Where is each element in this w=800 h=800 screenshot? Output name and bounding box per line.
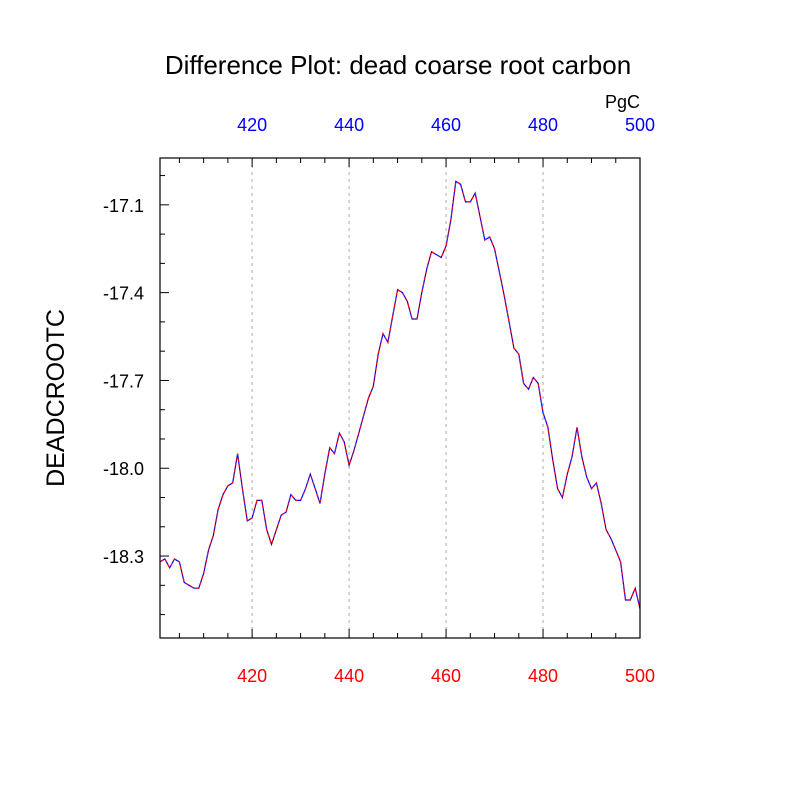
x-tick-label-top: 460 — [431, 115, 461, 135]
x-tick-label-top: 420 — [237, 115, 267, 135]
y-axis-title: DEADCROOTC — [42, 309, 70, 487]
x-tick-label-bottom: 480 — [528, 666, 558, 686]
axis-ticks — [160, 158, 617, 638]
units-label: PgC — [605, 92, 640, 112]
chart-title: Difference Plot: dead coarse root carbon — [165, 50, 631, 80]
x-tick-label-bottom: 420 — [237, 666, 267, 686]
series-line-b — [159, 180, 641, 609]
y-tick-label: -18.0 — [103, 459, 144, 479]
y-tick-label: -17.4 — [103, 284, 144, 304]
grid-lines — [251, 158, 544, 638]
y-tick-label: -17.1 — [103, 196, 144, 216]
x-tick-label-top: 440 — [334, 115, 364, 135]
tick-labels: 420 440 460 480 500 420 440 460 480 500 -17.1 -17.4… — [103, 115, 655, 686]
x-tick-label-bottom: 440 — [334, 666, 364, 686]
plot-frame — [159, 157, 641, 639]
x-tick-label-top: 480 — [528, 115, 558, 135]
x-tick-label-bottom: 460 — [431, 666, 461, 686]
y-tick-label: -17.7 — [103, 371, 144, 391]
series-lines — [159, 180, 641, 609]
x-tick-label-top: 500 — [625, 115, 655, 135]
x-tick-label-bottom: 500 — [625, 666, 655, 686]
y-tick-label: -18.3 — [103, 547, 144, 567]
series-line-a — [159, 180, 641, 609]
